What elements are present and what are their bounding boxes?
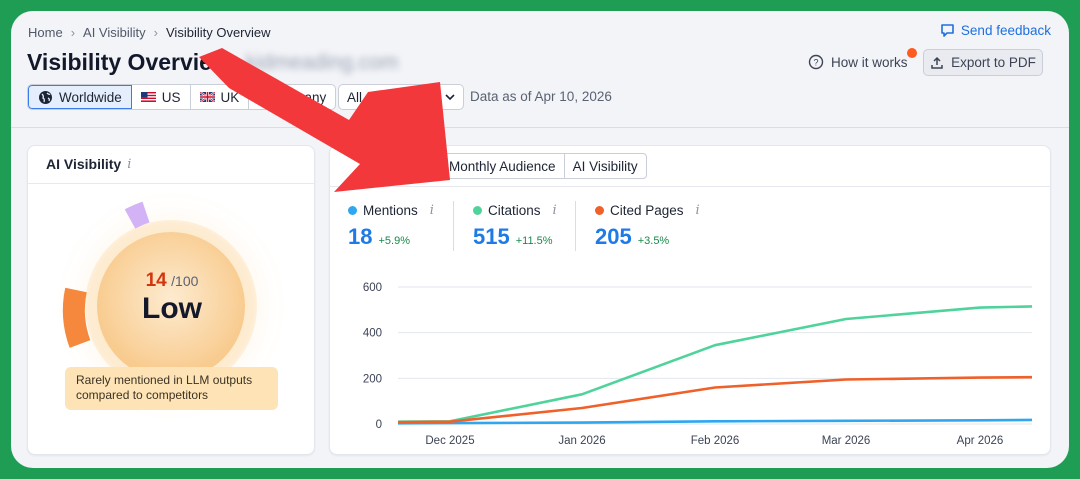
score-value: 14 — [145, 270, 167, 291]
germany-flag-icon — [258, 94, 265, 100]
metric-citations[interactable]: Citations i 515 +11.5% — [473, 203, 557, 250]
ai-visibility-title: AI Visibility i — [46, 156, 131, 172]
chevron-down-icon — [444, 93, 455, 100]
send-feedback-link[interactable]: Send feedback — [940, 23, 1051, 38]
card-divider — [28, 183, 314, 184]
series-line-cited-pages — [397, 375, 1033, 424]
metric-label: Cited Pages — [610, 203, 684, 218]
globe-icon — [39, 90, 52, 104]
y-tick-label: 400 — [363, 328, 382, 340]
how-it-works-button[interactable]: ? How it works — [808, 54, 908, 70]
region-selector: Worldwide US UK Germany — [27, 84, 337, 110]
metric-mentions[interactable]: Mentions i 18 +5.9% — [348, 203, 434, 250]
legend-swatch — [348, 206, 357, 215]
breadcrumb: Home › AI Visibility › Visibility Overvi… — [28, 25, 271, 40]
series-line-citations — [397, 305, 1033, 423]
platforms-dropdown[interactable]: All AI Platforms — [338, 84, 464, 110]
page-title-text: Visibility Overview: — [27, 49, 238, 75]
visibility-score: 14 /100 — [28, 270, 316, 292]
metric-cited-pages[interactable]: Cited Pages i 205 +3.5% — [595, 203, 700, 250]
region-label: Worldwide — [59, 89, 122, 105]
upload-icon — [931, 56, 943, 69]
tab-monthly-audience[interactable]: Monthly Audience — [441, 154, 565, 178]
info-icon[interactable]: i — [552, 203, 557, 218]
metric-change: +11.5% — [515, 235, 553, 247]
metric-change: +5.9% — [378, 235, 410, 247]
ai-visibility-card: AI Visibility i 14 — [27, 145, 315, 455]
domain-name-blurred: kidmeading.com — [245, 50, 399, 74]
y-tick-label: 0 — [376, 419, 382, 431]
region-label: Germany — [270, 89, 327, 105]
gauge-marker — [124, 201, 150, 229]
metric-value: 205 — [595, 224, 632, 249]
info-icon[interactable]: i — [695, 203, 700, 218]
us-flag-icon — [140, 92, 156, 102]
breadcrumb-ai-visibility[interactable]: AI Visibility — [83, 25, 146, 40]
legend-swatch — [595, 206, 604, 215]
x-tick-label: Apr 2026 — [957, 435, 1004, 447]
chevron-right-icon: › — [153, 25, 158, 40]
info-icon[interactable]: i — [429, 203, 434, 218]
gauge-low-segment — [62, 287, 91, 348]
metrics-chart-card: Monthly Audience AI Visibility Mentions i… — [329, 145, 1051, 455]
metric-divider — [575, 201, 576, 251]
chart-tabs: Monthly Audience AI Visibility — [430, 153, 647, 179]
legend-swatch — [473, 206, 482, 215]
metric-change: +3.5% — [637, 235, 670, 247]
tab-ai-visibility[interactable]: AI Visibility — [572, 158, 638, 174]
uk-flag-icon — [199, 92, 215, 102]
region-label: UK — [220, 89, 240, 105]
region-worldwide[interactable]: Worldwide — [28, 85, 132, 109]
metric-label: Citations — [488, 203, 541, 218]
metric-value: 18 — [348, 224, 373, 249]
help-icon: ? — [808, 54, 824, 70]
breadcrumb-home[interactable]: Home — [28, 25, 63, 40]
chevron-right-icon: › — [70, 25, 76, 40]
export-pdf-label: Export to PDF — [951, 55, 1036, 70]
score-max: /100 — [171, 273, 199, 289]
x-tick-label: Mar 2026 — [822, 435, 871, 447]
visibility-note: Rarely mentioned in LLM outputs compared… — [65, 367, 278, 410]
visibility-level: Low — [142, 292, 202, 325]
page-title: Visibility Overview: kidmeading.com — [27, 49, 398, 76]
metric-label: Mentions — [363, 203, 418, 218]
region-germany[interactable]: Germany — [249, 85, 335, 109]
x-tick-label: Jan 2026 — [558, 435, 605, 447]
svg-text:?: ? — [813, 58, 818, 68]
export-pdf-button[interactable]: Export to PDF — [923, 49, 1043, 76]
region-us[interactable]: US — [132, 85, 191, 109]
y-tick-label: 200 — [363, 373, 382, 385]
notification-dot — [907, 48, 917, 58]
info-icon[interactable]: i — [127, 156, 132, 172]
card-divider — [330, 186, 1050, 187]
feedback-icon — [941, 24, 954, 37]
x-tick-label: Feb 2026 — [691, 435, 740, 447]
how-it-works-label: How it works — [831, 54, 908, 70]
data-as-of: Data as of Apr 10, 2026 — [470, 89, 612, 104]
metric-divider — [453, 201, 454, 251]
series-line-mentions — [397, 418, 1033, 425]
region-label: US — [161, 89, 181, 105]
metric-value: 515 — [473, 224, 510, 249]
breadcrumb-current: Visibility Overview — [166, 25, 271, 40]
region-uk[interactable]: UK — [191, 85, 250, 109]
app-window: Home › AI Visibility › Visibility Overvi… — [11, 11, 1069, 468]
send-feedback-label: Send feedback — [960, 23, 1051, 38]
ai-visibility-title-text: AI Visibility — [46, 156, 122, 172]
gauge-core — [97, 232, 245, 380]
platforms-label: All AI Platforms — [347, 89, 439, 105]
header-divider — [11, 127, 1069, 128]
visibility-gauge — [53, 188, 289, 424]
y-tick-label: 600 — [363, 282, 382, 294]
x-tick-label: Dec 2025 — [425, 435, 474, 447]
line-chart: 0 200 400 600 Dec 2025 Jan 2026 Feb 2026 Mar 20… — [363, 282, 1033, 447]
